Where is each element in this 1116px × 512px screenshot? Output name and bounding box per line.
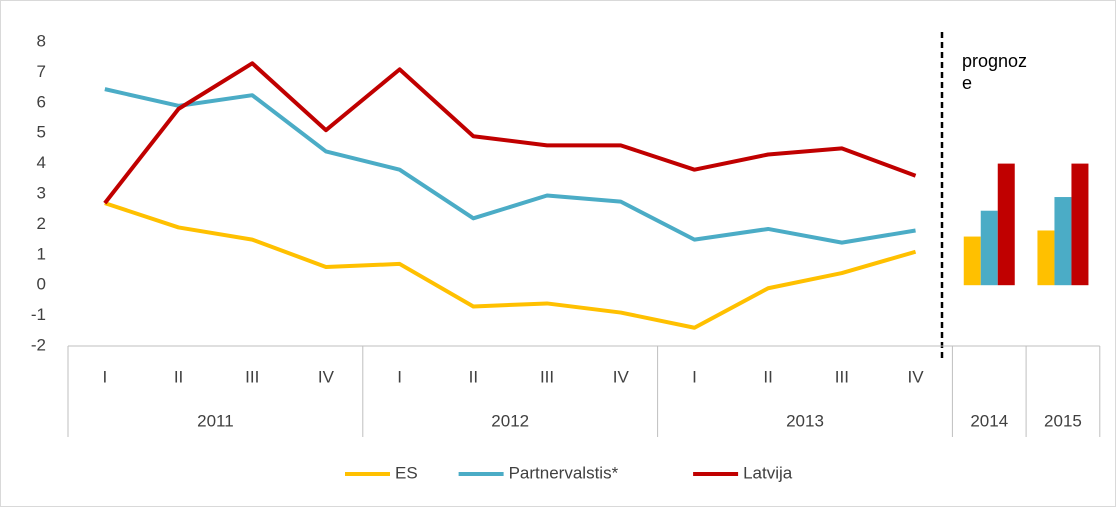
bar: [1037, 230, 1055, 286]
y-tick-label: 1: [37, 244, 46, 263]
y-tick-label: 3: [37, 183, 46, 202]
group-label: 2015: [1044, 411, 1082, 430]
group-label: 2013: [786, 411, 824, 430]
x-tick-label: I: [692, 367, 697, 386]
group-label: 2012: [491, 411, 529, 430]
bar: [997, 163, 1015, 286]
bar: [1071, 163, 1089, 286]
y-tick-label: 7: [37, 62, 46, 81]
x-tick-label: II: [174, 367, 183, 386]
line-series: [103, 61, 917, 205]
legend-label: ES: [395, 463, 418, 482]
x-tick-label: II: [763, 367, 772, 386]
y-tick-label: 4: [37, 153, 46, 172]
x-tick-label: II: [469, 367, 478, 386]
group-label: 2014: [970, 411, 1008, 430]
y-tick-label: 2: [37, 214, 46, 233]
x-tick-label: I: [397, 367, 402, 386]
annotation: prognoze: [962, 51, 1028, 93]
y-tick-label: 5: [37, 123, 46, 142]
y-tick-label: -2: [31, 335, 46, 354]
y-tick-label: 8: [37, 31, 46, 50]
x-tick-label: IV: [613, 367, 630, 386]
x-tick-label: IV: [318, 367, 335, 386]
line-series: [104, 87, 916, 245]
y-tick-label: -1: [31, 305, 46, 324]
y-tick-label: 0: [37, 275, 46, 294]
x-tick-label: III: [540, 367, 554, 386]
legend-label: Partnervalstis*: [509, 463, 619, 482]
line-series: [104, 201, 917, 330]
x-tick-label: III: [245, 367, 259, 386]
x-tick-label: IV: [908, 367, 925, 386]
y-tick-label: 6: [37, 92, 46, 111]
group-label: 2011: [197, 411, 234, 430]
x-tick-label: III: [835, 367, 849, 386]
legend-label: Latvija: [743, 463, 793, 482]
bar: [980, 210, 998, 286]
x-tick-label: I: [102, 367, 107, 386]
bar: [963, 236, 981, 286]
bar: [1054, 197, 1072, 286]
